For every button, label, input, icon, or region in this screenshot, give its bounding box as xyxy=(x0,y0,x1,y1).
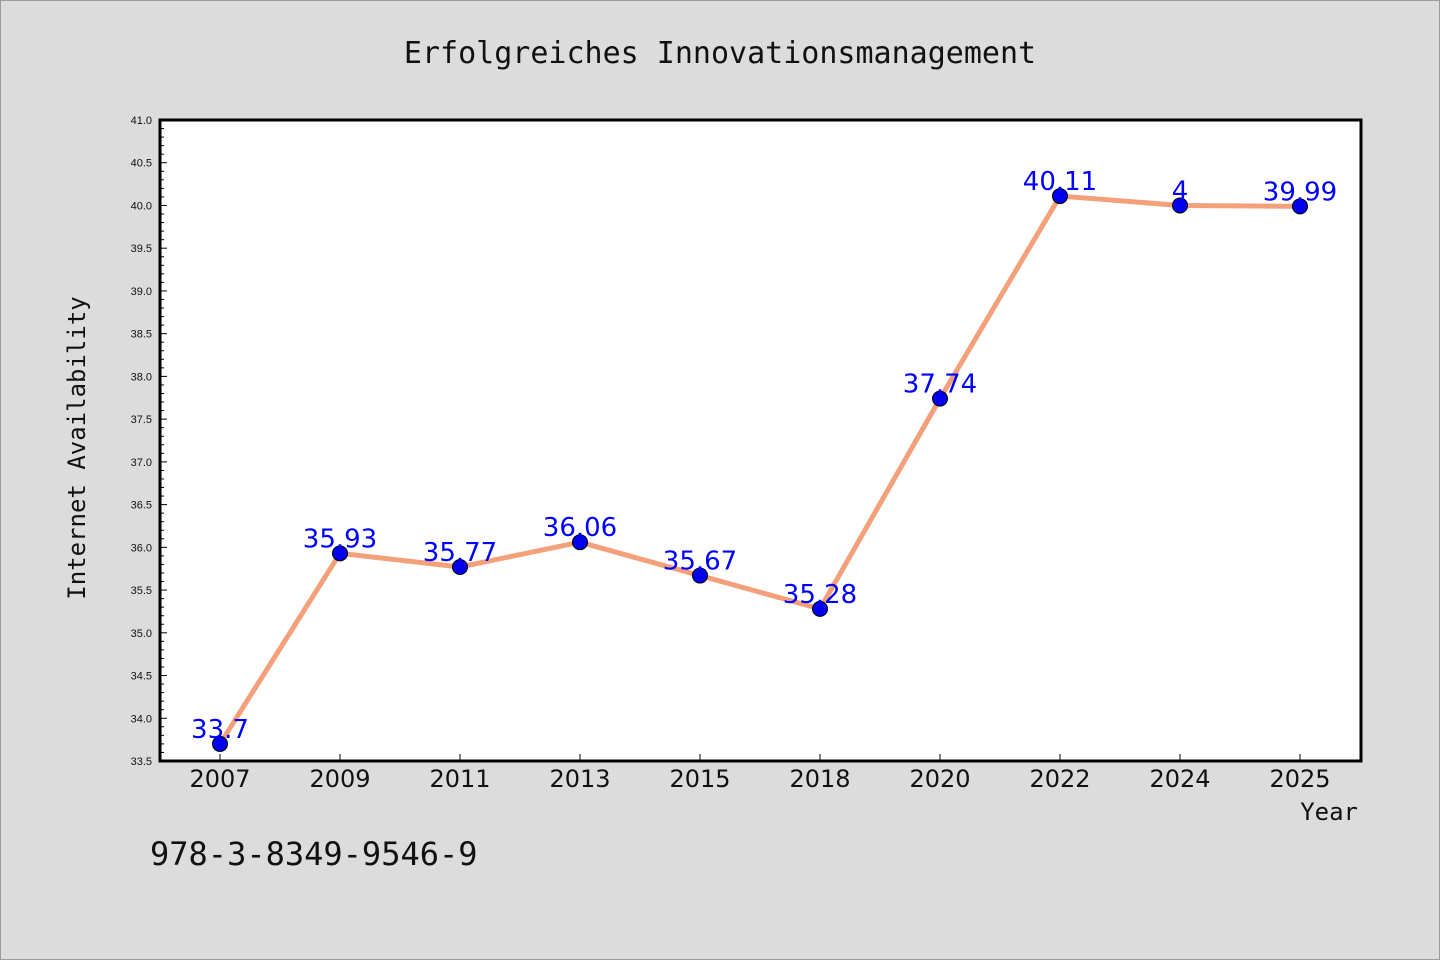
data-label: 4 xyxy=(1172,176,1189,206)
data-point xyxy=(332,545,348,562)
y-tick-label: 38.0 xyxy=(131,371,152,383)
data-point xyxy=(1292,198,1308,215)
y-tick-label: 33.5 xyxy=(131,756,152,768)
x-tick-label: 2018 xyxy=(789,765,850,793)
x-axis-label: Year xyxy=(1300,798,1358,826)
data-label: 35.67 xyxy=(663,547,737,577)
y-tick-label: 39.0 xyxy=(131,286,152,298)
series-line xyxy=(217,193,1301,746)
data-label: 37.74 xyxy=(903,370,977,400)
y-tick-label: 37.5 xyxy=(131,414,152,426)
data-point xyxy=(812,600,828,617)
data-label: 39.99 xyxy=(1263,177,1337,207)
data-label: 36.06 xyxy=(543,513,617,543)
y-tick-label: 38.5 xyxy=(131,329,152,341)
data-point xyxy=(212,735,228,752)
y-tick-label: 37.0 xyxy=(131,457,152,469)
data-point xyxy=(1052,188,1068,205)
chart-title: Erfolgreiches Innovationsmanagement xyxy=(404,36,1036,71)
y-axis: 33.5 34.0 34.5 35.0 35.5 36.0 36.5 37.0 37.5 38.0… xyxy=(131,115,167,768)
y-tick-label: 36.5 xyxy=(131,500,152,512)
data-point xyxy=(1172,197,1188,214)
x-tick-label: 2009 xyxy=(309,765,370,793)
y-tick-label: 34.5 xyxy=(131,671,152,683)
data-label: 33.7 xyxy=(191,715,249,745)
y-tick-label: 41.0 xyxy=(131,115,152,127)
data-point xyxy=(452,558,468,575)
x-tick-label: 2007 xyxy=(189,765,250,793)
data-label: 40.11 xyxy=(1023,167,1097,197)
x-axis: 2007 2009 2011 2013 2015 2018 2020 2022 2024 2025 xyxy=(189,754,1331,793)
y-axis-label: Internet Availability xyxy=(63,296,91,599)
x-tick-label: 2013 xyxy=(549,765,610,793)
plot-area xyxy=(158,118,1363,763)
x-tick-label: 2024 xyxy=(1149,765,1210,793)
y-tick-label: 40.0 xyxy=(131,200,152,212)
data-label: 35.77 xyxy=(423,538,497,568)
x-tick-label: 2015 xyxy=(669,765,730,793)
data-point xyxy=(932,390,948,407)
x-tick-label: 2020 xyxy=(909,765,970,793)
data-point xyxy=(692,567,708,584)
y-tick-label: 34.0 xyxy=(131,713,152,725)
x-tick-label: 2025 xyxy=(1269,765,1330,793)
footer-isbn: 978-3-8349-9546-9 xyxy=(150,835,478,873)
y-tick-label: 35.0 xyxy=(131,628,152,640)
data-label: 35.28 xyxy=(783,580,857,610)
x-tick-label: 2022 xyxy=(1029,765,1090,793)
y-tick-label: 40.5 xyxy=(131,158,152,170)
y-tick-label: 35.5 xyxy=(131,585,152,597)
series-group: 33.7 35.93 35.77 36.06 35.67 35.28 37.74 40.11 4… xyxy=(191,167,1337,752)
data-label: 35.93 xyxy=(303,524,377,554)
y-tick-label: 39.5 xyxy=(131,243,152,255)
data-point xyxy=(572,534,588,551)
x-tick-label: 2011 xyxy=(429,765,490,793)
y-tick-label: 36.0 xyxy=(131,542,152,554)
